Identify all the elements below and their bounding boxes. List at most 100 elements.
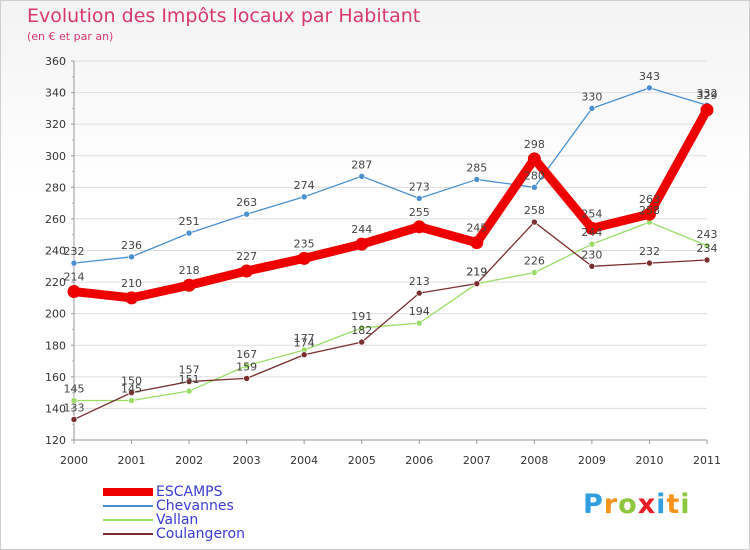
data-point <box>128 397 135 404</box>
data-point <box>527 152 541 166</box>
data-point <box>588 262 596 270</box>
chart-subtitle: (en € et par an) <box>27 30 114 43</box>
legend-swatch <box>103 533 153 535</box>
legend-label: Chevannes <box>156 498 234 514</box>
data-point <box>415 195 423 202</box>
data-point <box>703 242 711 250</box>
legend-item-vallan: Vallan <box>103 512 323 528</box>
data-point <box>415 319 423 327</box>
data-label: 177 <box>294 332 315 345</box>
axes <box>71 60 708 444</box>
logo-letter: t <box>666 489 681 520</box>
data-point <box>128 389 135 396</box>
data-point <box>182 278 196 292</box>
proxiti-logo: Proxiti <box>583 489 691 520</box>
logo-letter: i <box>680 489 691 520</box>
data-point <box>588 105 596 112</box>
data-label: 145 <box>64 383 85 396</box>
data-label: 244 <box>351 223 372 236</box>
x-tick-label: 2004 <box>290 454 318 467</box>
data-point <box>125 291 139 305</box>
data-label: 285 <box>466 161 487 174</box>
data-label: 258 <box>639 204 660 217</box>
x-tick-label: 2001 <box>118 454 146 467</box>
series-line-vallan <box>73 221 708 402</box>
data-label: 159 <box>236 360 257 373</box>
y-tick-label: 200 <box>45 308 66 321</box>
data-label: 251 <box>179 215 200 228</box>
data-label: 174 <box>294 337 315 350</box>
series-points <box>67 84 714 423</box>
y-tick-label: 280 <box>45 181 66 194</box>
data-point <box>128 253 135 261</box>
data-label: 329 <box>697 89 718 102</box>
data-label: 232 <box>64 245 85 258</box>
logo-letter: r <box>603 489 619 520</box>
x-tick-label: 2003 <box>233 454 261 467</box>
series-line-chevannes <box>73 87 708 264</box>
data-label: 330 <box>581 90 602 103</box>
legend: ESCAMPS Chevannes Vallan Coulangeron <box>103 484 323 542</box>
data-point <box>70 416 78 423</box>
logo-letter: o <box>618 489 638 520</box>
y-tick-label: 340 <box>45 87 66 100</box>
data-label: 254 <box>581 207 602 220</box>
legend-swatch <box>103 519 153 521</box>
data-point <box>700 103 714 117</box>
data-label: 263 <box>639 193 660 206</box>
data-point <box>70 397 78 404</box>
data-point <box>243 375 250 382</box>
x-tick-label: 2000 <box>60 454 88 467</box>
data-label: 236 <box>121 239 142 252</box>
logo-letter: i <box>656 489 667 520</box>
data-point <box>185 378 193 385</box>
data-label: 234 <box>697 242 718 255</box>
data-point <box>588 240 596 248</box>
data-point <box>243 210 250 218</box>
x-tick-label: 2011 <box>693 454 721 467</box>
data-label: 274 <box>294 179 315 192</box>
data-point <box>67 285 81 299</box>
data-point <box>415 289 423 297</box>
data-point <box>70 259 78 267</box>
logo-letter: x <box>637 489 657 520</box>
data-label: 235 <box>294 237 315 250</box>
data-label: 214 <box>64 271 85 284</box>
data-point <box>185 387 193 395</box>
data-point <box>703 256 711 264</box>
data-label: 210 <box>121 277 142 290</box>
legend-item-coulangeron: Coulangeron <box>103 526 323 542</box>
series-line-escamps <box>69 105 712 303</box>
data-label: 213 <box>409 275 430 288</box>
series-lines <box>69 87 712 421</box>
y-tick-label: 360 <box>45 55 66 68</box>
chart-title: Evolution des Impôts locaux par Habitant <box>27 5 421 27</box>
y-tick-label: 240 <box>45 245 66 258</box>
data-point <box>585 221 599 235</box>
legend-item-chevannes: Chevannes <box>103 498 323 514</box>
x-tick-label: 2009 <box>578 454 606 467</box>
y-tick-label: 160 <box>45 371 66 384</box>
x-tick-label: 2005 <box>348 454 376 467</box>
y-tick-label: 300 <box>45 150 66 163</box>
data-label: 343 <box>639 70 660 83</box>
data-label: 280 <box>524 169 545 182</box>
data-point <box>473 280 481 287</box>
data-label: 182 <box>351 324 372 337</box>
data-label: 191 <box>351 310 372 323</box>
data-label: 245 <box>466 222 487 235</box>
data-label: 219 <box>466 266 487 279</box>
data-point <box>300 351 308 359</box>
data-point <box>412 220 426 234</box>
y-tick-label: 140 <box>45 402 66 415</box>
data-label: 167 <box>236 348 257 361</box>
y-axis-ticks: 120 140 160 180 200 220 240 260 280 300 320 340 360 <box>45 55 66 447</box>
data-point <box>531 269 538 276</box>
legend-swatch <box>103 505 153 507</box>
legend-label: Coulangeron <box>156 526 245 542</box>
data-point <box>470 236 484 250</box>
data-point <box>358 338 366 346</box>
gridlines <box>74 60 707 409</box>
